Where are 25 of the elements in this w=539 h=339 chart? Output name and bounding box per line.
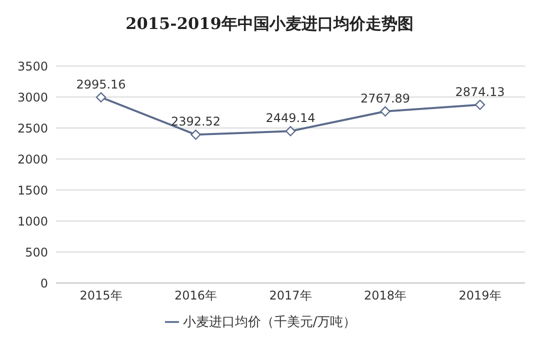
y-tick-label: 3500 <box>17 59 48 74</box>
point <box>96 92 106 102</box>
data-label: 2392.52 <box>170 114 221 129</box>
y-tick-label: 1000 <box>17 214 48 228</box>
y-tick-label: 500 <box>25 245 48 260</box>
y-tick-label: 2500 <box>17 121 48 136</box>
y-tick-label: 1500 <box>17 183 48 198</box>
y-tick-label: 3000 <box>17 90 48 104</box>
x-tick-label: 2015年 <box>80 288 122 303</box>
x-tick-label: 2016年 <box>174 288 218 303</box>
point <box>190 130 201 140</box>
y-tick-label: 2000 <box>17 152 48 166</box>
point <box>380 106 390 116</box>
point <box>285 126 296 136</box>
x-tick-label: 2017年 <box>269 288 312 303</box>
data-label: 2767.89 <box>360 91 410 106</box>
data-label: 2995.16 <box>76 77 126 92</box>
chart-title: 2015-2019年中国小麦进口均价走势图 <box>124 14 414 35</box>
data-label: 2449.14 <box>266 111 316 126</box>
legend-label: 小麦进口均价（千美元/万吨） <box>182 315 356 330</box>
x-tick-label: 2019年 <box>458 288 502 303</box>
x-tick-label: 2018年 <box>364 288 407 303</box>
y-tick-label: 0 <box>40 276 48 290</box>
point <box>474 100 486 110</box>
data-label: 2874.13 <box>455 84 505 99</box>
